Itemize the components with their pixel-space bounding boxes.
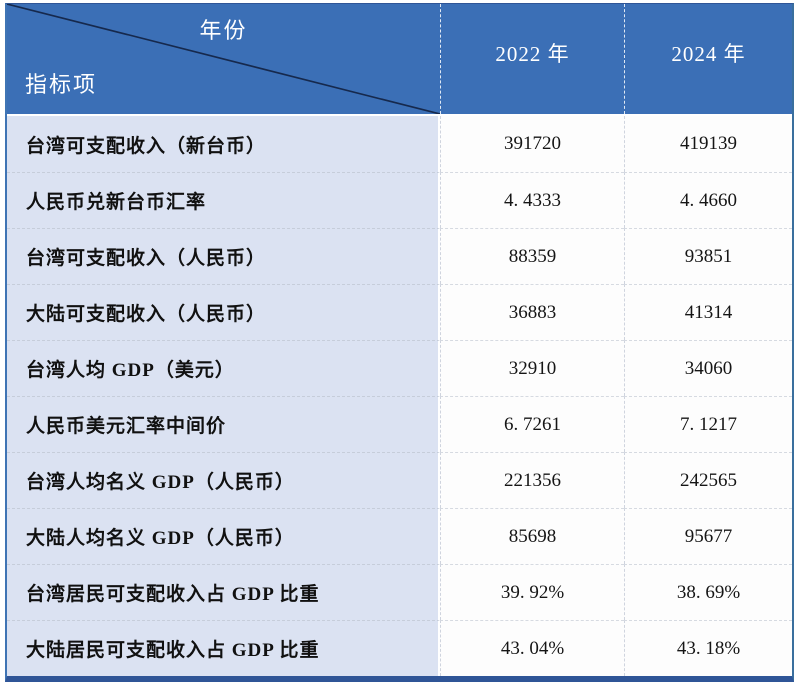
value-2022: 4. 4333	[440, 172, 624, 228]
row-label: 人民币美元汇率中间价	[7, 396, 440, 452]
value-2024: 93851	[624, 228, 792, 284]
corner-top-label: 年份	[199, 18, 248, 43]
value-2024: 242565	[624, 452, 792, 508]
table-body: 台湾可支配收入（新台币） 391720 419139 人民币兑新台币汇率 4. …	[7, 116, 792, 676]
value-2024: 38. 69%	[624, 564, 792, 620]
table-row: 台湾人均 GDP（美元） 32910 34060	[7, 340, 792, 396]
value-2024: 34060	[624, 340, 792, 396]
table-row: 大陆人均名义 GDP（人民币） 85698 95677	[7, 508, 792, 564]
value-2024: 7. 1217	[624, 396, 792, 452]
value-2022: 36883	[440, 284, 624, 340]
column-header-2024: 2024 年	[624, 4, 792, 114]
value-2022: 32910	[440, 340, 624, 396]
table-row: 台湾可支配收入（人民币） 88359 93851	[7, 228, 792, 284]
row-label: 台湾人均 GDP（美元）	[7, 340, 440, 396]
row-label: 台湾可支配收入（新台币）	[7, 116, 440, 172]
value-2022: 391720	[440, 116, 624, 172]
comparison-table: 年份 指标项 2022 年 2024 年 台湾可支配收入（新台币） 391720…	[5, 3, 794, 682]
column-header-2022: 2022 年	[440, 4, 624, 114]
value-2022: 85698	[440, 508, 624, 564]
diagonal-divider-line	[7, 4, 440, 114]
value-2024: 43. 18%	[624, 620, 792, 676]
corner-bottom-label: 指标项	[25, 72, 98, 97]
row-label: 台湾可支配收入（人民币）	[7, 228, 440, 284]
value-2024: 95677	[624, 508, 792, 564]
table-header-row: 年份 指标项 2022 年 2024 年	[7, 4, 792, 116]
table-row: 人民币美元汇率中间价 6. 7261 7. 1217	[7, 396, 792, 452]
value-2022: 221356	[440, 452, 624, 508]
row-label: 台湾人均名义 GDP（人民币）	[7, 452, 440, 508]
row-label: 台湾居民可支配收入占 GDP 比重	[7, 564, 440, 620]
row-label: 人民币兑新台币汇率	[7, 172, 440, 228]
value-2022: 43. 04%	[440, 620, 624, 676]
row-label: 大陆人均名义 GDP（人民币）	[7, 508, 440, 564]
value-2022: 6. 7261	[440, 396, 624, 452]
table-row: 大陆可支配收入（人民币） 36883 41314	[7, 284, 792, 340]
row-label: 大陆居民可支配收入占 GDP 比重	[7, 620, 440, 676]
table-row: 台湾可支配收入（新台币） 391720 419139	[7, 116, 792, 172]
row-label: 大陆可支配收入（人民币）	[7, 284, 440, 340]
value-2024: 4. 4660	[624, 172, 792, 228]
table-row: 台湾居民可支配收入占 GDP 比重 39. 92% 38. 69%	[7, 564, 792, 620]
table-row: 人民币兑新台币汇率 4. 4333 4. 4660	[7, 172, 792, 228]
corner-header-cell: 年份 指标项	[7, 4, 440, 114]
table-row: 大陆居民可支配收入占 GDP 比重 43. 04% 43. 18%	[7, 620, 792, 676]
value-2024: 41314	[624, 284, 792, 340]
value-2022: 39. 92%	[440, 564, 624, 620]
table-row: 台湾人均名义 GDP（人民币） 221356 242565	[7, 452, 792, 508]
value-2024: 419139	[624, 116, 792, 172]
value-2022: 88359	[440, 228, 624, 284]
